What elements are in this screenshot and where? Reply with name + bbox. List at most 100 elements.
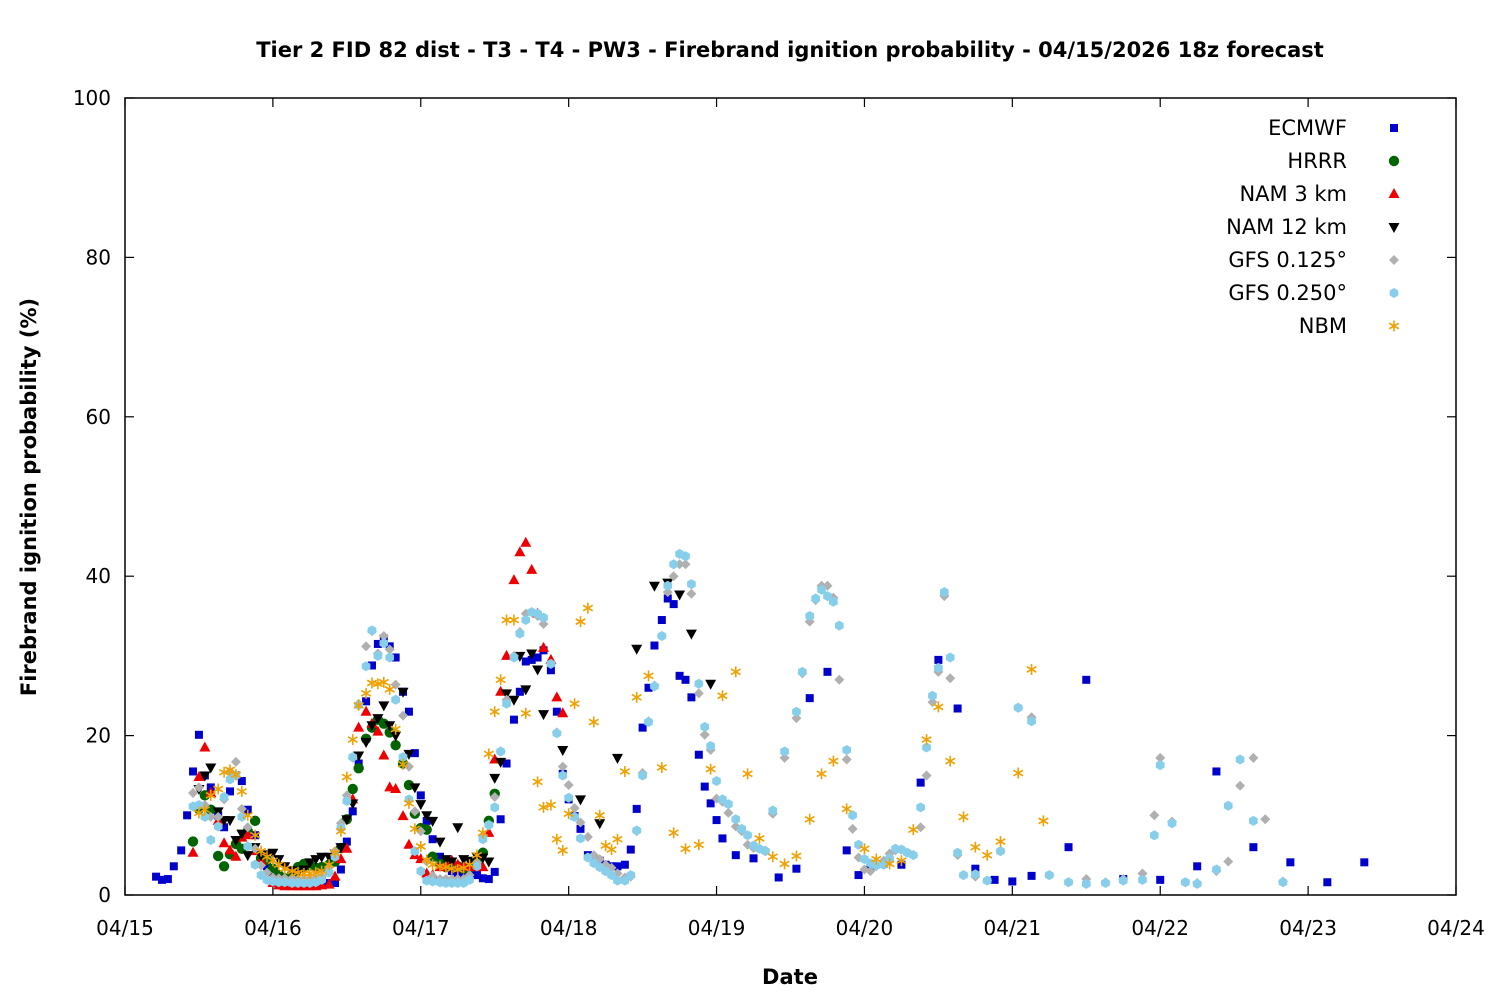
data-point	[193, 771, 205, 782]
data-point	[694, 750, 703, 759]
data-point	[390, 731, 402, 742]
data-point	[205, 789, 216, 801]
data-point	[224, 764, 236, 776]
data-point	[331, 879, 340, 888]
y-axis-label: Firebrand ignition probability (%)	[17, 298, 41, 696]
data-point	[743, 830, 752, 841]
data-point	[564, 792, 573, 803]
legend-marker	[1388, 223, 1400, 233]
data-point	[236, 785, 247, 797]
data-point	[569, 803, 580, 814]
data-point	[471, 849, 483, 861]
data-point	[626, 870, 636, 881]
data-point	[477, 853, 489, 864]
data-point	[908, 850, 918, 861]
series-gfs-0-250	[188, 548, 1288, 889]
data-point	[342, 795, 352, 806]
data-point	[1008, 877, 1017, 886]
data-point	[520, 536, 532, 547]
data-point	[885, 853, 894, 864]
data-point	[823, 591, 832, 602]
data-point	[1013, 767, 1024, 779]
legend-marker	[1389, 255, 1399, 265]
data-point	[361, 641, 372, 652]
data-point	[242, 809, 253, 821]
data-point	[489, 706, 500, 718]
data-point	[668, 571, 679, 582]
data-point	[336, 865, 345, 874]
data-point	[415, 826, 426, 837]
data-point	[1137, 868, 1148, 879]
data-point	[730, 666, 741, 678]
data-point	[643, 670, 654, 682]
data-point	[668, 827, 679, 839]
data-point	[749, 854, 758, 863]
data-point	[403, 749, 415, 760]
data-point	[212, 850, 224, 862]
data-point	[569, 698, 580, 710]
data-point	[611, 753, 623, 764]
data-point	[557, 761, 568, 772]
data-point	[638, 723, 647, 732]
data-point	[477, 827, 489, 839]
data-point	[446, 857, 458, 868]
data-point	[440, 861, 452, 873]
y-tick-label: 60	[86, 405, 111, 429]
data-point	[218, 861, 230, 872]
data-point	[324, 867, 334, 878]
data-point	[1360, 858, 1369, 867]
data-point	[761, 846, 770, 857]
data-point	[501, 649, 513, 660]
legend-label: HRRR	[1287, 149, 1347, 173]
data-point	[316, 865, 327, 877]
data-point	[360, 705, 372, 716]
data-point	[706, 799, 715, 808]
data-point	[546, 666, 555, 675]
data-point	[341, 815, 353, 826]
data-point	[1260, 814, 1271, 825]
data-point	[959, 870, 968, 881]
data-point	[1064, 843, 1073, 852]
y-tick-label: 100	[73, 86, 111, 110]
data-point	[669, 600, 678, 609]
legend-label: NAM 12 km	[1226, 215, 1347, 239]
data-point	[379, 638, 389, 649]
data-point	[189, 767, 198, 776]
x-tick-label: 04/24	[1427, 916, 1485, 940]
data-point	[403, 797, 415, 809]
data-point	[452, 823, 464, 834]
data-point	[213, 783, 224, 795]
data-point	[657, 630, 667, 641]
data-point	[933, 701, 944, 713]
data-point	[718, 834, 727, 843]
data-point	[403, 779, 415, 791]
data-point	[323, 859, 335, 871]
data-point	[939, 587, 949, 598]
data-point	[1118, 875, 1128, 886]
data-point	[384, 721, 396, 732]
data-point	[242, 851, 254, 862]
data-point	[224, 816, 236, 827]
data-point	[521, 615, 531, 626]
data-point	[539, 612, 548, 623]
data-point	[767, 851, 778, 863]
legend-label: ECMWF	[1268, 116, 1347, 140]
data-point	[1323, 878, 1332, 887]
data-point	[428, 876, 437, 887]
data-point	[737, 823, 747, 834]
data-point	[557, 707, 569, 718]
data-point	[526, 649, 538, 660]
data-point	[1026, 663, 1037, 675]
data-point	[804, 813, 815, 825]
data-point	[916, 802, 925, 813]
data-point	[219, 791, 229, 802]
data-point	[687, 693, 696, 702]
data-point	[700, 782, 709, 791]
data-point	[884, 858, 895, 870]
data-point	[644, 717, 653, 728]
data-point	[515, 628, 525, 639]
data-point	[353, 699, 364, 711]
data-point	[199, 771, 211, 782]
data-point	[706, 740, 715, 751]
